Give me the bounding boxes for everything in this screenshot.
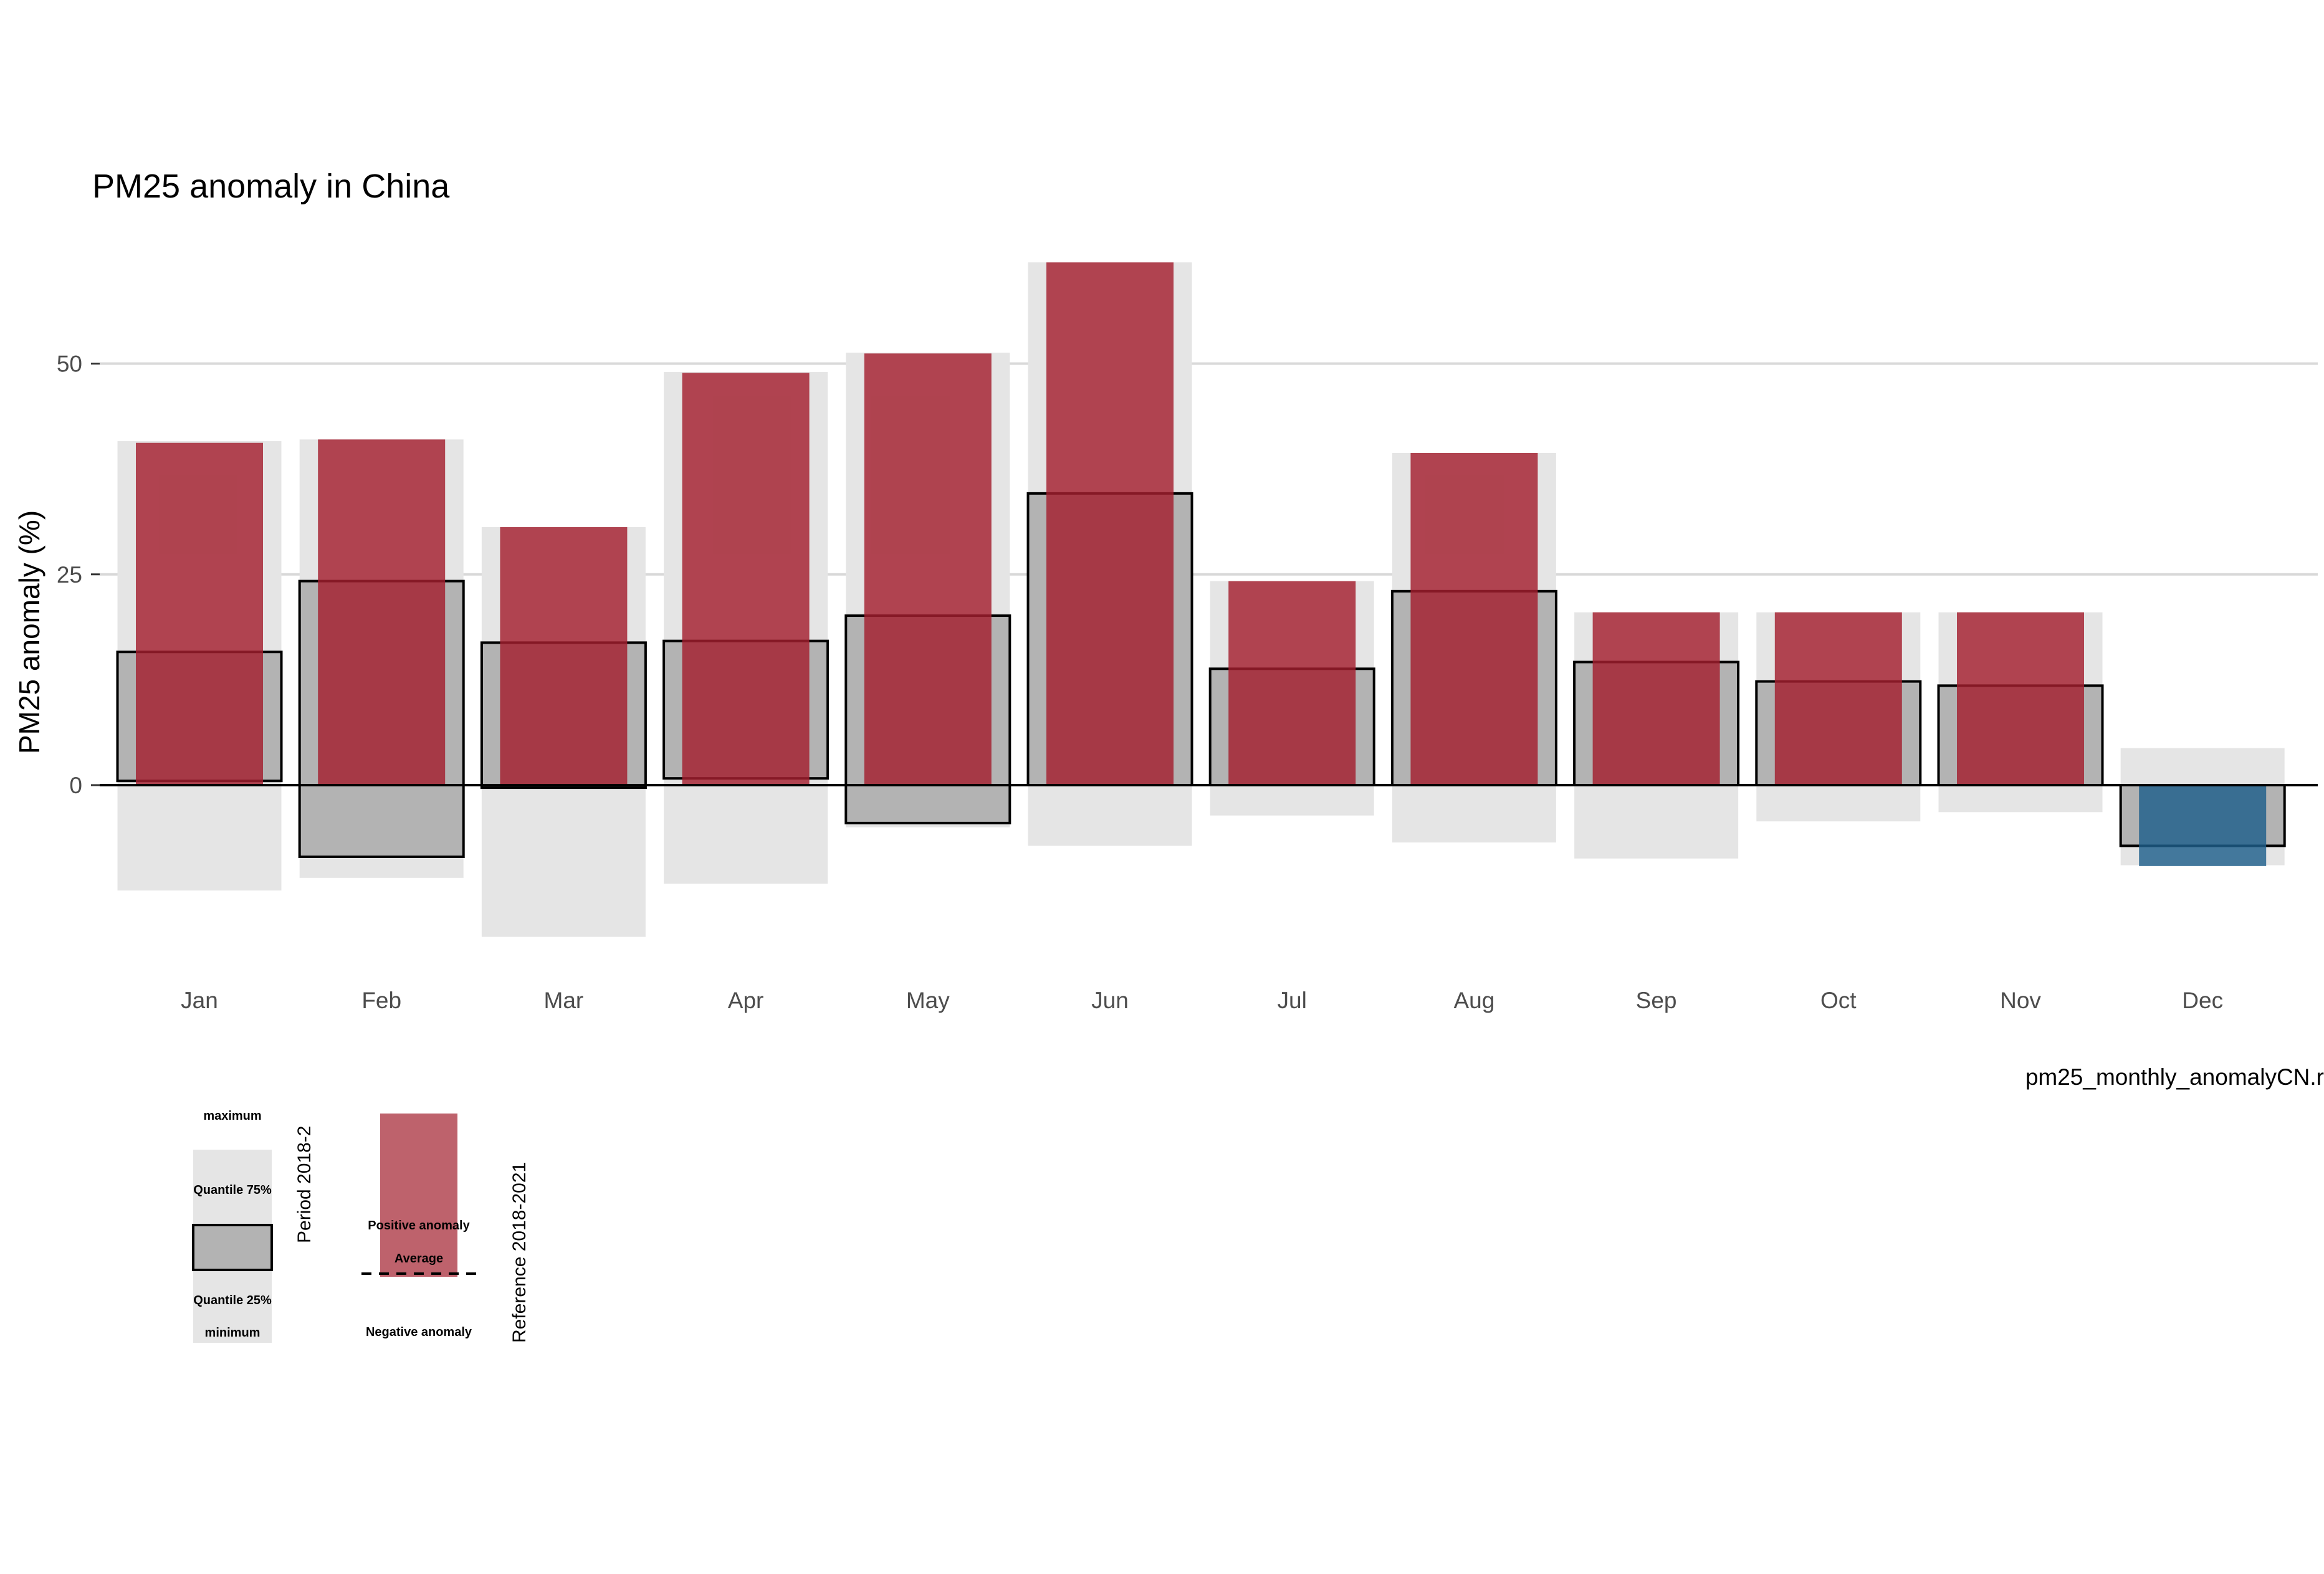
y-tick-label-25: 25: [57, 562, 82, 588]
x-tick-label-aug: Aug: [1453, 988, 1494, 1013]
anomaly-bar-may: [864, 353, 992, 785]
x-tick-label-jun: Jun: [1091, 988, 1129, 1013]
anomaly-bar-jul: [1228, 581, 1356, 785]
legend-title-reference: Reference 2018-2021: [509, 1162, 530, 1343]
legend: maximum Quantile 75% Quantile 25% minimum Pe…: [192, 1109, 530, 1343]
anomaly-bar-oct: [1774, 612, 1902, 785]
x-tick-label-jul: Jul: [1278, 988, 1307, 1013]
anomaly-bar-nov: [1957, 612, 2084, 785]
legend-quantile-swatch: [192, 1224, 273, 1271]
anomaly-bar-jan: [136, 442, 263, 785]
legend-positive-swatch: [380, 1114, 457, 1277]
legend-label-average: Average: [395, 1252, 443, 1266]
chart-title: PM25 anomaly in China: [92, 168, 450, 205]
x-tick-label-sep: Sep: [1636, 988, 1677, 1013]
chart-caption: pm25_monthly_anomalyCN.r: [2025, 1064, 2324, 1090]
x-tick-label-mar: Mar: [544, 988, 584, 1013]
legend-label-negative: Negative anomaly: [366, 1325, 472, 1339]
anomaly-bars: [136, 262, 2267, 866]
y-tick-label-50: 50: [57, 351, 82, 377]
anomaly-bar-mar: [500, 527, 628, 785]
grid-lines: [100, 362, 2318, 576]
anomaly-bar-jun: [1046, 262, 1174, 785]
anomaly-bar-sep: [1592, 612, 1720, 785]
anomaly-bar-feb: [318, 439, 446, 785]
x-tick-label-feb: Feb: [361, 988, 401, 1013]
x-tick-label-jan: Jan: [181, 988, 218, 1013]
legend-label-positive: Positive anomaly: [368, 1219, 470, 1233]
anomaly-bar-apr: [682, 373, 810, 785]
x-tick-label-may: May: [906, 988, 950, 1013]
y-tick-label-0: 0: [69, 773, 82, 798]
legend-label-maximum: maximum: [203, 1109, 261, 1123]
y-axis-label: PM25 anomaly (%): [13, 510, 45, 754]
legend-label-minimum: minimum: [205, 1326, 261, 1340]
x-tick-label-dec: Dec: [2182, 988, 2223, 1013]
axes: 0 25 50 Jan Feb Mar Apr May Jun Jul Aug Sep Oct Nov De…: [57, 351, 2318, 1013]
legend-label-q75: Quantile 75%: [193, 1183, 272, 1197]
legend-label-q25: Quantile 25%: [193, 1294, 272, 1307]
x-tick-label-apr: Apr: [728, 988, 764, 1013]
legend-title-period: Period 2018-2: [294, 1126, 315, 1243]
x-tick-label-nov: Nov: [2000, 988, 2041, 1013]
x-tick-label-oct: Oct: [1820, 988, 1857, 1013]
anomaly-bar-aug: [1410, 452, 1538, 785]
anomaly-bar-dec: [2139, 785, 2267, 866]
